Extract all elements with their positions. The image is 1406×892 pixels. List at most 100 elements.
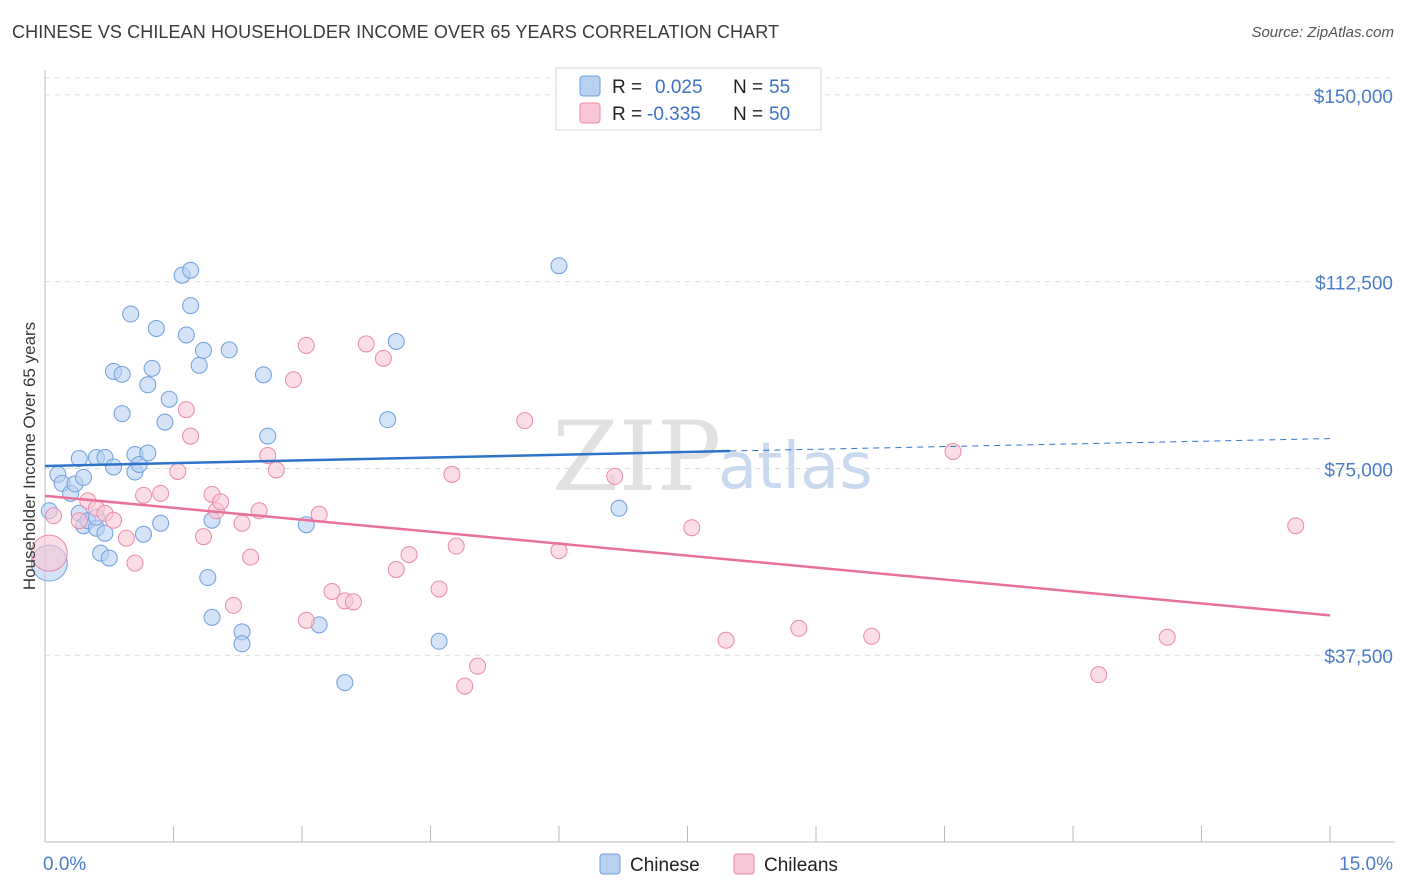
legend-r-value-chinese: 0.025 bbox=[655, 77, 703, 98]
point-chinese bbox=[336, 674, 354, 692]
point-chileans bbox=[267, 461, 285, 479]
series-chinese bbox=[30, 257, 628, 692]
trend-line-chinese bbox=[44, 449, 731, 468]
point-chinese bbox=[220, 341, 238, 359]
x-tick-label: 0.0% bbox=[43, 854, 86, 875]
bottom-legend: Chinese Chileans bbox=[599, 853, 838, 876]
point-chileans bbox=[944, 443, 962, 461]
point-chileans bbox=[1158, 628, 1176, 646]
point-chinese bbox=[113, 365, 131, 383]
y-tick-label: $75,000 bbox=[1324, 460, 1393, 481]
point-chileans bbox=[683, 519, 701, 537]
point-chinese bbox=[139, 376, 157, 394]
y-axis-label: Householder Income Over 65 years bbox=[20, 322, 39, 590]
series-chileans bbox=[30, 335, 1305, 695]
point-chileans bbox=[456, 677, 474, 695]
point-chileans bbox=[297, 336, 315, 354]
point-chinese bbox=[156, 413, 174, 431]
point-chinese bbox=[379, 411, 397, 429]
point-chinese bbox=[139, 444, 157, 462]
point-chileans bbox=[447, 537, 465, 555]
point-chinese bbox=[143, 359, 161, 377]
point-chinese bbox=[113, 405, 131, 423]
point-chileans bbox=[194, 528, 212, 546]
point-chileans bbox=[606, 467, 624, 485]
point-chinese bbox=[430, 632, 448, 650]
point-chileans bbox=[717, 631, 735, 649]
bottom-legend-chinese: Chinese bbox=[630, 855, 700, 876]
point-chinese bbox=[96, 524, 114, 542]
point-chileans bbox=[374, 349, 392, 367]
point-chinese bbox=[75, 468, 93, 486]
legend-n-value-chileans: 50 bbox=[769, 104, 790, 125]
point-chinese bbox=[233, 635, 251, 653]
point-chileans bbox=[357, 335, 375, 353]
point-chinese bbox=[182, 261, 200, 279]
legend-r-label-chileans: R = bbox=[612, 104, 642, 125]
bottom-legend-swatch-chileans bbox=[733, 853, 755, 875]
legend-swatch-chinese bbox=[579, 75, 601, 97]
point-chileans bbox=[45, 507, 63, 525]
legend-n-value-chinese: 55 bbox=[769, 77, 790, 98]
point-chileans bbox=[212, 493, 230, 511]
point-chileans bbox=[323, 582, 341, 600]
trend-line-chileans bbox=[44, 494, 1331, 617]
x-tick-label: 15.0% bbox=[1339, 854, 1393, 875]
x-tick-labels: 0.0% 15.0% bbox=[43, 854, 1393, 875]
point-chileans bbox=[224, 596, 242, 614]
point-chileans bbox=[1090, 666, 1108, 684]
point-chinese bbox=[100, 549, 118, 567]
trend-lines bbox=[44, 438, 1331, 617]
point-chinese bbox=[147, 319, 165, 337]
y-tick-labels: $37,500 $75,000 $112,500 $150,000 bbox=[1314, 87, 1393, 668]
point-chinese bbox=[387, 332, 405, 350]
point-chileans bbox=[516, 412, 534, 430]
point-chinese bbox=[160, 390, 178, 408]
point-chileans bbox=[70, 512, 88, 530]
legend-n-label-chileans: N = bbox=[733, 104, 763, 125]
point-chinese bbox=[135, 525, 153, 543]
bottom-legend-chileans: Chileans bbox=[764, 855, 838, 876]
chart-title: CHINESE VS CHILEAN HOUSEHOLDER INCOME OV… bbox=[12, 22, 780, 42]
point-chinese bbox=[105, 458, 123, 476]
point-chinese bbox=[259, 427, 277, 445]
watermark-zip: ZIP bbox=[552, 401, 721, 513]
point-chileans bbox=[790, 619, 808, 637]
point-chileans bbox=[400, 546, 418, 564]
point-chinese bbox=[550, 257, 568, 275]
grid-lines bbox=[45, 77, 1395, 656]
point-chileans bbox=[242, 548, 260, 566]
point-chileans bbox=[259, 447, 277, 465]
point-chileans bbox=[387, 561, 405, 579]
point-chileans bbox=[169, 462, 187, 480]
point-chileans bbox=[126, 554, 144, 572]
point-chileans bbox=[863, 627, 881, 645]
point-chileans bbox=[284, 371, 302, 389]
watermark-atlas: atlas bbox=[718, 430, 873, 504]
point-chileans bbox=[1287, 517, 1305, 535]
point-chileans bbox=[430, 580, 448, 598]
point-chinese bbox=[182, 297, 200, 315]
point-chileans bbox=[443, 465, 461, 483]
point-chinese bbox=[70, 449, 88, 467]
point-chileans bbox=[182, 427, 200, 445]
point-chileans bbox=[177, 401, 195, 419]
legend-n-label-chinese: N = bbox=[733, 77, 763, 98]
trend-line-chinese-extension bbox=[730, 438, 1331, 452]
point-chileans bbox=[30, 534, 68, 572]
point-chinese bbox=[152, 514, 170, 532]
point-chinese bbox=[190, 356, 208, 374]
legend-swatch-chileans bbox=[579, 102, 601, 124]
point-chileans bbox=[152, 484, 170, 502]
point-chileans bbox=[117, 529, 135, 547]
axes bbox=[44, 70, 1395, 843]
source-label: Source: ZipAtlas.com bbox=[1251, 24, 1394, 41]
legend-r-label-chinese: R = bbox=[612, 77, 642, 98]
point-chileans bbox=[233, 514, 251, 532]
point-chileans bbox=[344, 593, 362, 611]
y-tick-label: $150,000 bbox=[1314, 87, 1393, 108]
point-chinese bbox=[194, 341, 212, 359]
point-chinese bbox=[203, 608, 221, 626]
point-chinese bbox=[199, 569, 217, 587]
